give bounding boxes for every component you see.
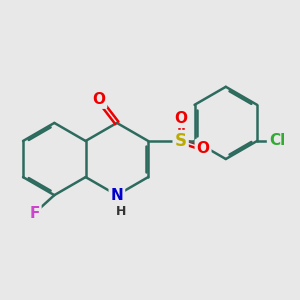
Text: O: O [92, 92, 105, 107]
Text: F: F [29, 206, 40, 221]
Text: N: N [110, 188, 123, 202]
Text: S: S [175, 132, 187, 150]
Text: H: H [116, 205, 126, 218]
Text: O: O [174, 111, 187, 126]
Text: O: O [196, 141, 210, 156]
Text: Cl: Cl [269, 134, 285, 148]
